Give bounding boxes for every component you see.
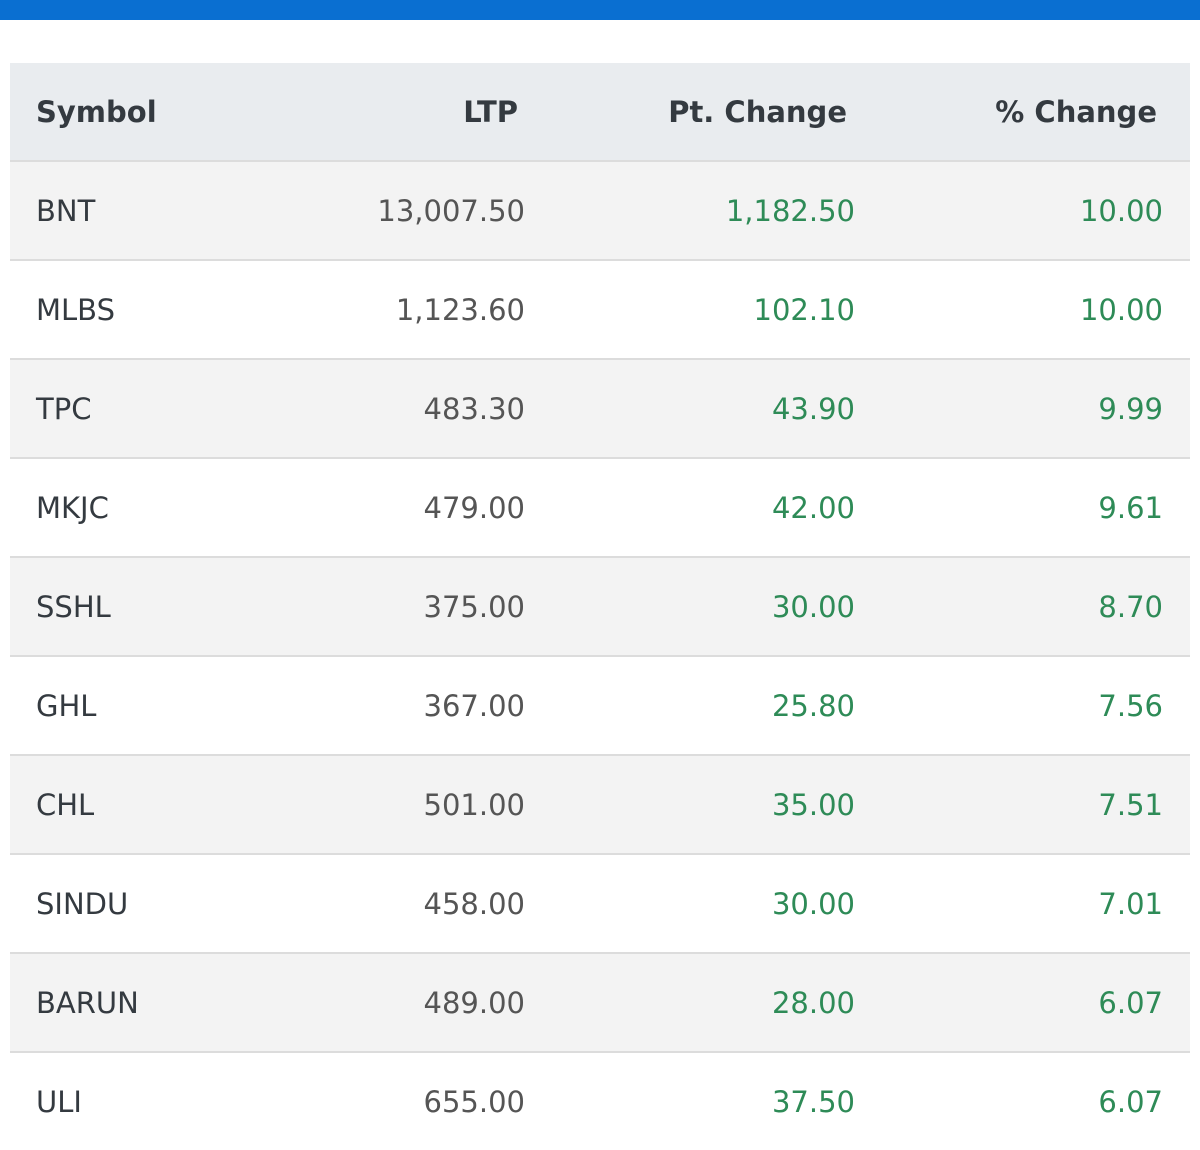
table-cell: 13,007.50 (210, 160, 540, 260)
table-row: SSHL 375.00 30.00 8.70 (10, 556, 1190, 656)
table-row: MKJC 479.00 42.00 9.61 (10, 457, 1190, 557)
table-cell: 479.00 (210, 457, 540, 557)
table-cell: 10.00 (870, 259, 1190, 359)
column-header: Pt. Change (540, 63, 870, 161)
table-cell: 1,182.50 (540, 160, 870, 260)
table-cell: 25.80 (540, 655, 870, 755)
column-header: % Change (870, 63, 1190, 161)
table-cell: 8.70 (870, 556, 1190, 656)
table-cell: 30.00 (540, 556, 870, 656)
table-cell: 42.00 (540, 457, 870, 557)
top-bar (0, 0, 1200, 20)
table-cell: ULI (10, 1051, 210, 1150)
table-row: MLBS 1,123.60 102.10 10.00 (10, 259, 1190, 359)
column-header: LTP (210, 63, 540, 161)
table-row: ULI 655.00 37.50 6.07 (10, 1051, 1190, 1150)
stock-table: Symbol LTP Pt. Change% Change BNT 13,007.50… (10, 63, 1190, 1150)
table-cell: BNT (10, 160, 210, 260)
table-head: Symbol LTP Pt. Change% Change (10, 63, 1190, 161)
table-cell: MKJC (10, 457, 210, 557)
table-cell: 6.07 (870, 1051, 1190, 1150)
table-row: CHL 501.00 35.00 7.51 (10, 754, 1190, 854)
table-row: BARUN 489.00 28.00 6.07 (10, 952, 1190, 1052)
table-cell: 9.99 (870, 358, 1190, 458)
table-row: SINDU 458.00 30.00 7.01 (10, 853, 1190, 953)
table-cell: 375.00 (210, 556, 540, 656)
table-cell: 489.00 (210, 952, 540, 1052)
table-body: BNT 13,007.50 1,182.50 10.00 MLBS 1,123.60 102… (10, 160, 1190, 1150)
table-cell: 35.00 (540, 754, 870, 854)
table-cell: SINDU (10, 853, 210, 953)
table-row: TPC 483.30 43.90 9.99 (10, 358, 1190, 458)
table-cell: 6.07 (870, 952, 1190, 1052)
table-cell: 7.56 (870, 655, 1190, 755)
table-cell: 37.50 (540, 1051, 870, 1150)
table-cell: 483.30 (210, 358, 540, 458)
table-cell: GHL (10, 655, 210, 755)
table-cell: 102.10 (540, 259, 870, 359)
table-cell: 1,123.60 (210, 259, 540, 359)
table-cell: SSHL (10, 556, 210, 656)
table-cell: 7.01 (870, 853, 1190, 953)
table-cell: 7.51 (870, 754, 1190, 854)
table-cell: CHL (10, 754, 210, 854)
table-row: GHL 367.00 25.80 7.56 (10, 655, 1190, 755)
table-cell: BARUN (10, 952, 210, 1052)
table-cell: 30.00 (540, 853, 870, 953)
table-cell: 367.00 (210, 655, 540, 755)
table-cell: 43.90 (540, 358, 870, 458)
table-cell: 10.00 (870, 160, 1190, 260)
table-cell: 28.00 (540, 952, 870, 1052)
header-row: Symbol LTP Pt. Change% Change (10, 63, 1190, 161)
table-cell: TPC (10, 358, 210, 458)
table-cell: MLBS (10, 259, 210, 359)
table-cell: 501.00 (210, 754, 540, 854)
table-row: BNT 13,007.50 1,182.50 10.00 (10, 160, 1190, 260)
column-header: Symbol (10, 63, 210, 161)
table-cell: 458.00 (210, 853, 540, 953)
table-cell: 9.61 (870, 457, 1190, 557)
table-cell: 655.00 (210, 1051, 540, 1150)
